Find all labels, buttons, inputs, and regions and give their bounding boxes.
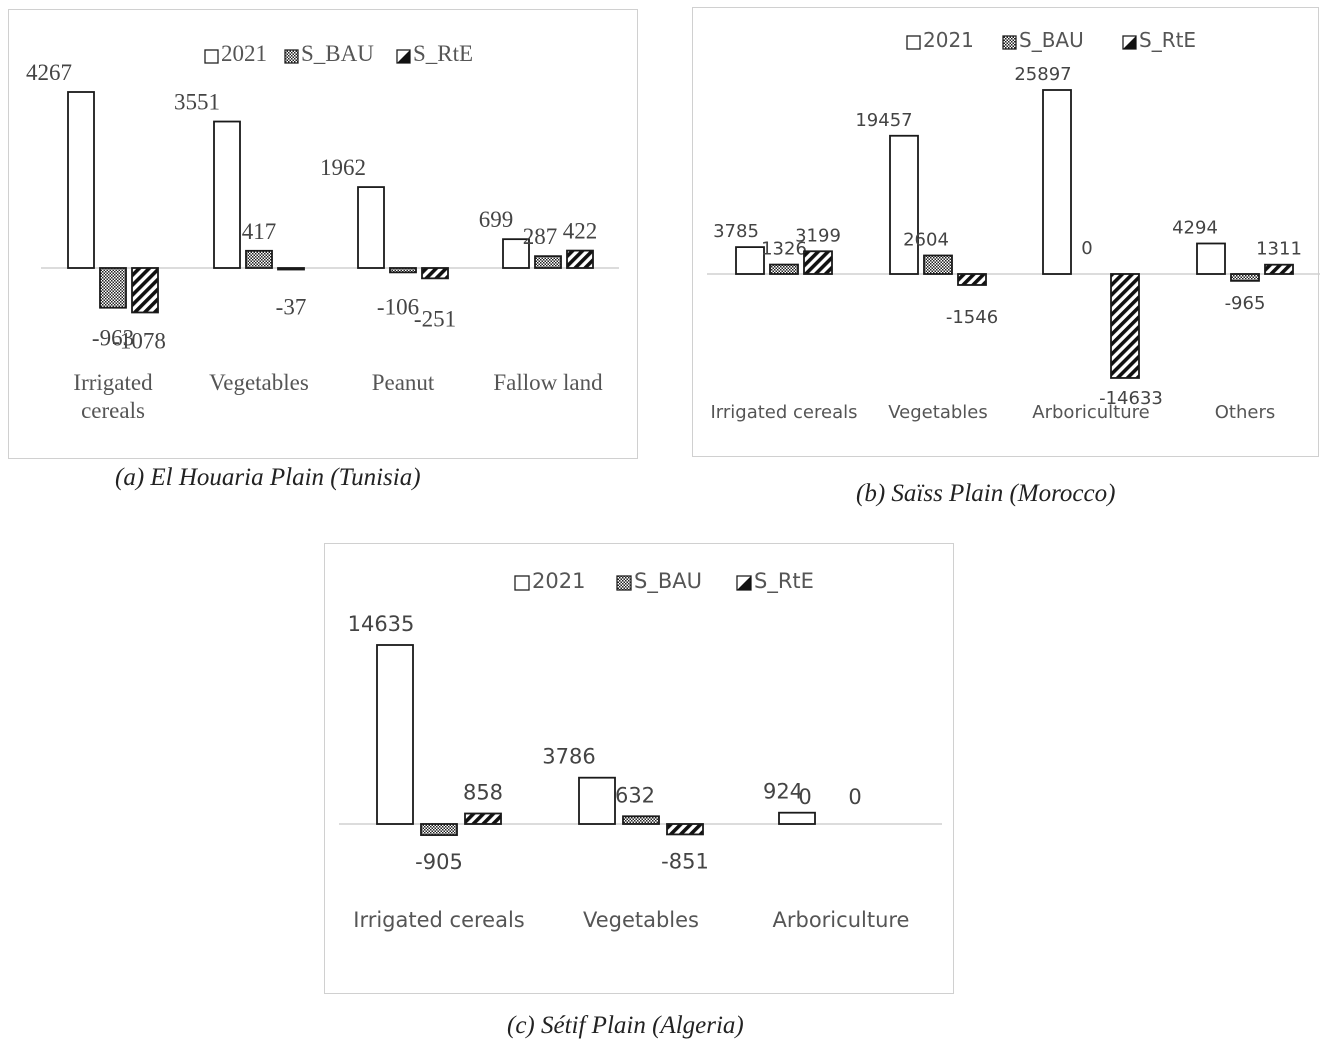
data-label: 3199 <box>795 225 841 246</box>
chart-legend: 2021 S_BAU S_RtE <box>204 41 473 66</box>
bar-s-bau-1 <box>245 249 273 269</box>
bar-2021-2 <box>778 811 816 825</box>
bar-s-bau-2 <box>389 267 417 274</box>
data-label: 0 <box>848 785 861 809</box>
data-label: 287 <box>523 224 558 249</box>
data-label: -251 <box>414 306 456 331</box>
bar-s-bau-1 <box>622 815 660 825</box>
caption-el-houaria: (a) El Houaria Plain (Tunisia) <box>115 464 421 491</box>
bar-s-bau-3 <box>534 255 562 269</box>
category-label: Fallow land <box>493 370 603 395</box>
data-label: -37 <box>276 295 307 320</box>
data-label: 14635 <box>348 612 415 636</box>
chart-panel-setif: 2021 S_BAU S_RtE 14635 -905 858 Irrigated cere… <box>324 543 954 994</box>
data-label: 4294 <box>1172 217 1218 238</box>
chart-legend: 2021 S_BAU S_RtE <box>514 569 814 594</box>
caption-setif: (c) Sétif Plain (Algeria) <box>507 1012 744 1039</box>
category-label: Arboriculture <box>773 908 910 932</box>
bar-s-bau-3 <box>1230 273 1260 282</box>
bar-s-rte-0 <box>803 250 833 275</box>
bar-s-rte-2 <box>1110 273 1140 379</box>
legend-label-s-rte: S_RtE <box>413 41 473 66</box>
data-label: 632 <box>615 783 655 807</box>
category-label: Others <box>1215 402 1276 423</box>
legend-label-2021: 2021 <box>532 569 585 593</box>
data-label: 1311 <box>1256 239 1302 260</box>
bar-s-rte-3 <box>566 249 594 269</box>
data-label: -106 <box>377 294 419 319</box>
data-label: 3786 <box>542 745 595 769</box>
legend-label-s-bau: S_BAU <box>634 569 702 594</box>
bar-2021-0 <box>376 644 414 825</box>
bar-s-rte-0 <box>464 812 502 825</box>
bar-2021-3 <box>502 238 530 269</box>
category-label: Vegetables <box>209 370 309 395</box>
bar-s-bau-1 <box>923 254 953 275</box>
bar-2021-1 <box>578 776 616 825</box>
data-label: 2604 <box>903 229 949 250</box>
legend-label-2021: 2021 <box>923 28 974 52</box>
bar-2021-1 <box>213 120 241 269</box>
category-label: Peanut <box>372 370 435 395</box>
legend-label-s-bau: S_BAU <box>1019 28 1084 52</box>
category-label: Irrigated cereals <box>353 908 525 932</box>
bar-s-rte-1 <box>957 273 987 286</box>
chart-panel-el-houaria: 2021 S_BAU S_RtE 4267 -963 -1078 Irrigated cere… <box>8 9 638 459</box>
category-label: Vegetables <box>888 402 987 423</box>
bar-2021-0 <box>735 246 765 275</box>
data-label: 422 <box>563 219 598 244</box>
data-label: 924 <box>763 780 803 804</box>
legend-label-2021: 2021 <box>221 41 267 66</box>
legend-label-s-bau: S_BAU <box>301 41 374 66</box>
bar-chart-setif: 2021 S_BAU S_RtE 14635 -905 858 Irrigated cere… <box>339 569 942 932</box>
category-label: Arboriculture <box>1032 402 1149 423</box>
chart-panel-saiss: 2021 S_BAU S_RtE 3785 1326 3199 Irrigated cere… <box>692 7 1320 457</box>
bar-s-rte-2 <box>421 267 449 280</box>
bar-2021-3 <box>1196 242 1226 275</box>
bar-s-rte-1 <box>277 267 305 271</box>
data-label: 19457 <box>855 110 912 131</box>
caption-saiss: (b) Saïss Plain (Morocco) <box>856 480 1116 507</box>
data-label: -1546 <box>946 307 998 328</box>
bar-s-bau-0 <box>99 267 127 309</box>
chart-legend: 2021 S_BAU S_RtE <box>906 28 1196 52</box>
data-label: -851 <box>661 849 709 873</box>
data-label: -905 <box>415 850 463 874</box>
category-label: Vegetables <box>583 908 699 932</box>
category-label: Irrigated cereals <box>711 402 858 423</box>
bar-s-rte-1 <box>666 823 704 836</box>
bar-s-bau-0 <box>420 823 458 836</box>
data-label: 699 <box>479 207 514 232</box>
data-label: 858 <box>463 781 503 805</box>
data-label: -963 <box>92 326 134 351</box>
data-label: 1962 <box>320 155 366 180</box>
bar-s-rte-0 <box>131 267 159 314</box>
data-label: -965 <box>1225 293 1266 314</box>
bar-2021-0 <box>67 91 95 269</box>
data-label: -14633 <box>1099 388 1163 409</box>
data-label: 1326 <box>761 239 807 260</box>
data-label: 3551 <box>174 90 220 115</box>
data-label: 417 <box>242 219 277 244</box>
bar-s-bau-0 <box>769 263 799 275</box>
bar-s-rte-3 <box>1264 263 1294 275</box>
legend-label-s-rte: S_RtE <box>754 569 814 594</box>
data-label: -1078 <box>112 328 166 353</box>
bar-2021-2 <box>357 186 385 269</box>
data-label: 3785 <box>713 221 759 242</box>
data-label: 4267 <box>26 60 72 85</box>
category-label: Irrigated cereals <box>73 370 153 423</box>
bar-chart-el-houaria: 2021 S_BAU S_RtE 4267 -963-1078 Irrigated cere… <box>26 41 619 423</box>
data-label: 0 <box>798 785 811 809</box>
data-label: 0 <box>1081 238 1092 259</box>
legend-label-s-rte: S_RtE <box>1139 28 1196 52</box>
data-label: 25897 <box>1014 64 1071 85</box>
bar-2021-2 <box>1042 89 1072 275</box>
bar-2021-1 <box>889 134 919 275</box>
